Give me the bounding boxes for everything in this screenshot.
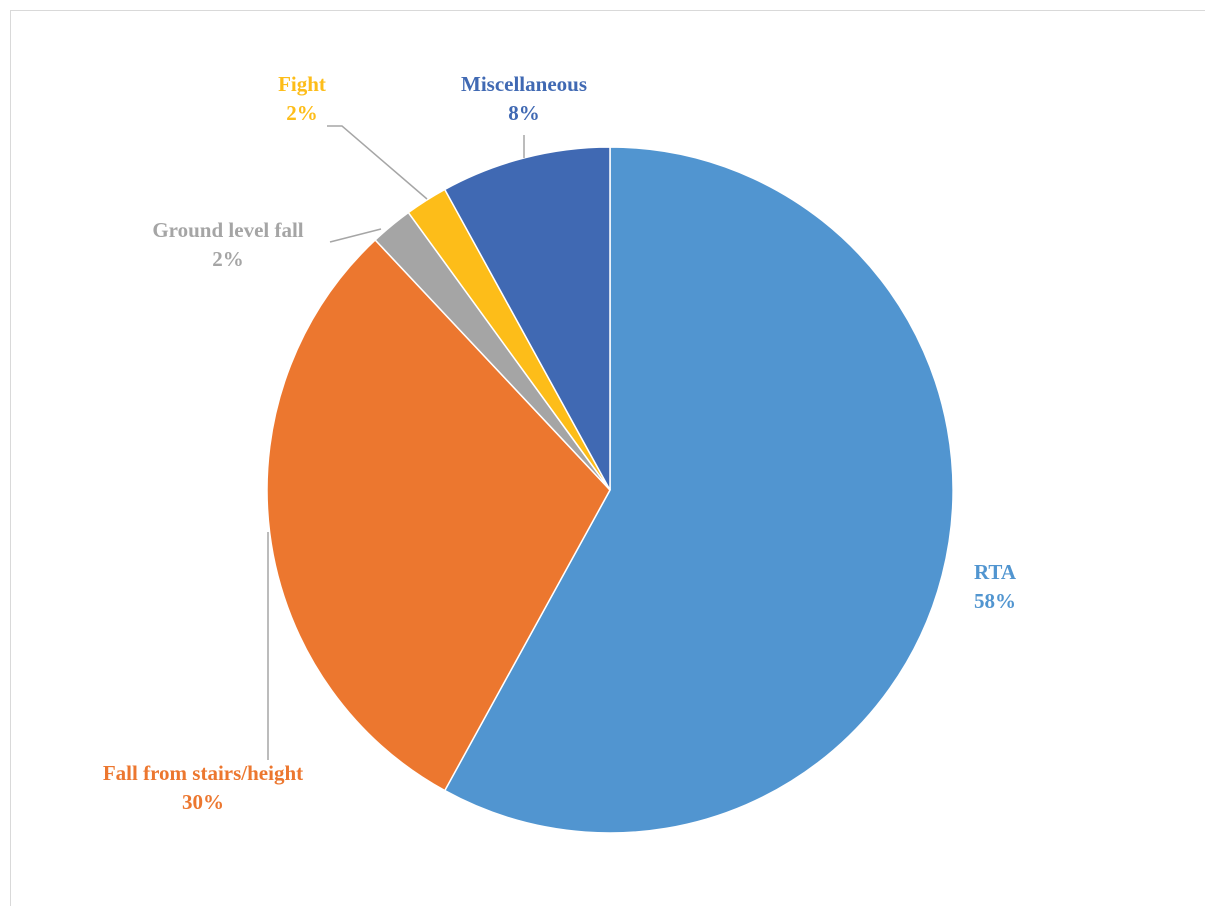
data-label-value: 2% xyxy=(212,247,244,271)
data-label-ground-level-fall: Ground level fall 2% xyxy=(152,218,303,271)
data-label-fight: Fight 2% xyxy=(278,72,326,125)
data-label-value: 58% xyxy=(974,589,1016,613)
leader-line-fight xyxy=(327,125,428,200)
leader-lines xyxy=(267,125,525,760)
data-labels: RTA 58% Fall from stairs/height 30% Ground l… xyxy=(103,72,1017,814)
pie-slice-fall-from-stairs-height xyxy=(266,238,611,792)
data-label-name: Fight xyxy=(278,72,326,96)
leader-line-ground-level-fall xyxy=(329,228,382,243)
data-label-name: Miscellaneous xyxy=(461,72,587,96)
pie-slice-rta xyxy=(443,146,954,834)
chart-frame xyxy=(10,10,1205,906)
slices-layer xyxy=(266,146,954,834)
data-label-value: 2% xyxy=(286,101,318,125)
data-label-name: RTA xyxy=(974,560,1017,584)
data-label-miscellaneous: Miscellaneous 8% xyxy=(461,72,587,125)
data-label-value: 8% xyxy=(508,101,540,125)
data-label-value: 30% xyxy=(182,790,224,814)
data-label-fall-from-stairs-height: Fall from stairs/height 30% xyxy=(103,761,303,814)
data-label-rta: RTA 58% xyxy=(974,560,1017,613)
data-label-name: Fall from stairs/height xyxy=(103,761,303,785)
data-label-name: Ground level fall xyxy=(152,218,303,242)
